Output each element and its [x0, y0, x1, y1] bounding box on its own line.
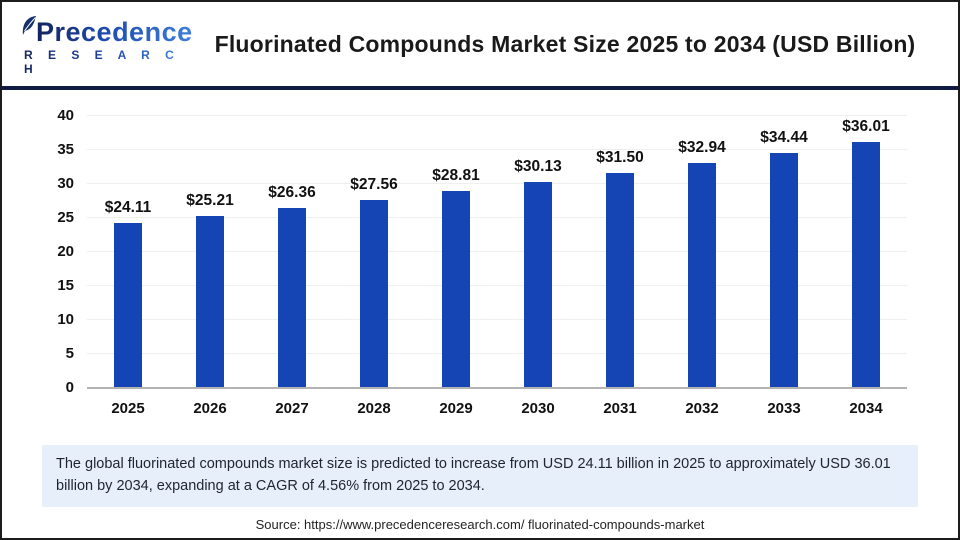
y-gridline	[87, 285, 907, 286]
bar-value-label: $34.44	[760, 128, 808, 146]
bar-cell-2028: $27.56 2028	[333, 90, 415, 432]
logo-name-text: Precedence	[36, 17, 193, 47]
x-axis-line	[87, 387, 907, 389]
bar-value-label: $26.36	[268, 183, 316, 201]
x-axis-tick-label: 2034	[849, 400, 883, 417]
bar-cell-2034: $36.01 2034	[825, 90, 907, 432]
y-axis-tick-label: 10	[57, 311, 74, 328]
source-text: Source: https://www.precedenceresearch.c…	[255, 516, 705, 532]
bar-chart: 0 5 10 15 20 25 30 35 40 $24.11 2025 $25.21 2026 $26.…	[2, 90, 958, 432]
bar-value-label: $24.11	[104, 199, 152, 217]
bar-value-label: $27.56	[350, 175, 398, 193]
bar	[278, 207, 306, 387]
precedence-research-logo: Precedence R E S E A R C H	[20, 15, 192, 76]
y-gridline	[87, 183, 907, 184]
bar-cell-2029: $28.81 2029	[415, 90, 497, 432]
y-axis-tick-label: 25	[57, 209, 74, 226]
logo-wordmark-row: Precedence	[20, 15, 192, 48]
y-gridline	[87, 115, 907, 116]
bar	[196, 215, 224, 387]
bar-value-label: $28.81	[432, 167, 480, 185]
y-axis-tick-label: 15	[57, 277, 74, 294]
x-axis-tick-label: 2032	[685, 400, 719, 417]
y-axis-tick-label: 20	[57, 243, 74, 260]
bar	[524, 182, 552, 387]
source-line: Source: https://www.precedenceresearch.c…	[2, 517, 958, 532]
y-axis-tick-label: 0	[65, 379, 74, 396]
bar	[606, 172, 634, 387]
bar	[442, 191, 470, 387]
chart-title: Fluorinated Compounds Market Size 2025 t…	[214, 30, 916, 57]
x-axis-tick-label: 2033	[767, 400, 801, 417]
bar-value-label: $30.13	[514, 158, 562, 176]
bar-cell-2025: $24.11 2025	[87, 90, 169, 432]
bar-cell-2031: $31.50 2031	[579, 90, 661, 432]
bar-cell-2027: $26.36 2027	[251, 90, 333, 432]
y-gridline	[87, 319, 907, 320]
y-axis-tick-label: 40	[57, 107, 74, 124]
y-gridline	[87, 353, 907, 354]
y-gridline	[87, 217, 907, 218]
bar-value-label: $32.94	[678, 139, 726, 157]
bar-cell-2032: $32.94 2032	[661, 90, 743, 432]
y-gridline	[87, 149, 907, 150]
x-axis-tick-label: 2027	[275, 400, 309, 417]
bar	[360, 199, 388, 387]
bar-value-label: $36.01	[842, 118, 890, 136]
leaf-icon	[20, 15, 38, 42]
bar-value-label: $31.50	[596, 148, 644, 166]
bar-value-label: $25.21	[186, 191, 234, 209]
logo-sub-text: R E S E A R C H	[20, 48, 180, 76]
x-axis-tick-label: 2031	[603, 400, 637, 417]
bar-cell-2026: $25.21 2026	[169, 90, 251, 432]
header-separator-line	[2, 86, 958, 90]
bar	[114, 223, 142, 387]
bar	[770, 152, 798, 387]
x-axis-tick-label: 2030	[521, 400, 555, 417]
bar	[852, 142, 880, 387]
caption-text: The global fluorinated compounds market …	[56, 456, 891, 494]
x-axis-tick-label: 2029	[439, 400, 473, 417]
y-axis-tick-label: 30	[57, 175, 74, 192]
bar-cell-2033: $34.44 2033	[743, 90, 825, 432]
x-axis-tick-label: 2026	[193, 400, 227, 417]
y-gridline	[87, 251, 907, 252]
header: Precedence R E S E A R C H Fluorinated C…	[2, 2, 958, 86]
caption-box: The global fluorinated compounds market …	[42, 445, 918, 507]
bar	[688, 163, 716, 387]
y-axis-tick-label: 35	[57, 141, 74, 158]
x-axis-tick-label: 2028	[357, 400, 391, 417]
x-axis-tick-label: 2025	[111, 400, 145, 417]
y-axis-tick-label: 5	[65, 345, 74, 362]
bar-cell-2030: $30.13 2030	[497, 90, 579, 432]
